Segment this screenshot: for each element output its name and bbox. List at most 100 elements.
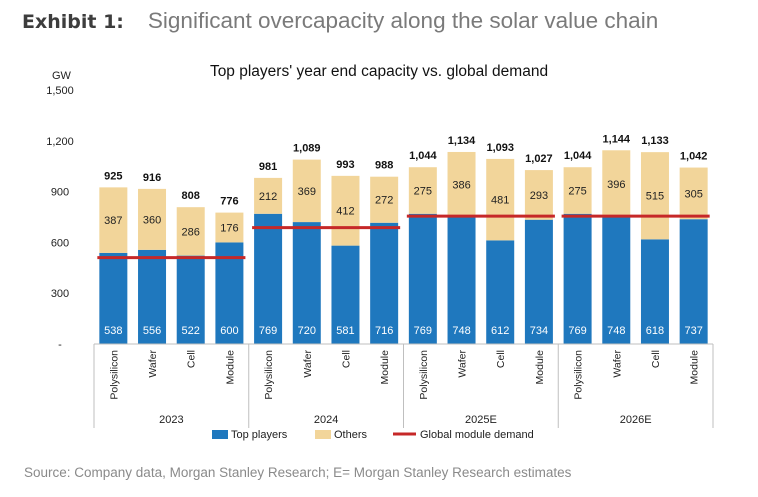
exhibit-header: Exhibit 1: Significant overcapacity along…: [22, 8, 658, 34]
data-label-total: 1,144: [603, 133, 631, 145]
bar-others: [215, 212, 244, 243]
data-label-others: 305: [684, 188, 702, 200]
category-label: Wafer: [147, 350, 159, 378]
data-label-top-players: 769: [414, 325, 432, 337]
data-label-total: 1,133: [641, 135, 669, 147]
data-label-others: 275: [414, 185, 432, 197]
data-label-total: 916: [143, 172, 161, 184]
category-label: Module: [379, 350, 391, 385]
data-label-top-players: 769: [259, 325, 277, 337]
bar-top-players: [563, 213, 592, 344]
group-label: 2026E: [620, 414, 652, 426]
category-label: Polysilicon: [418, 350, 430, 400]
data-label-total: 1,044: [409, 150, 437, 162]
data-label-top-players: 600: [220, 325, 238, 337]
data-label-top-players: 737: [684, 325, 702, 337]
bar-others: [370, 176, 399, 223]
bar-others: [486, 158, 515, 241]
bar-top-players: [370, 222, 399, 344]
bar-top-players: [138, 249, 167, 344]
y-tick-label: 900: [51, 187, 69, 199]
data-label-top-players: 734: [530, 325, 548, 337]
bar-others: [524, 170, 553, 220]
legend-swatch-others: [315, 430, 331, 439]
bar-others: [679, 167, 708, 220]
data-label-others: 387: [104, 215, 122, 227]
data-label-total: 1,027: [525, 153, 553, 165]
bar-top-players: [679, 219, 708, 344]
bar-top-players: [602, 217, 631, 344]
bar-top-players: [640, 239, 669, 344]
legend-label-others: Others: [334, 429, 368, 441]
data-label-total: 808: [182, 190, 200, 202]
category-label: Wafer: [302, 350, 314, 378]
y-tick-label: 1,500: [46, 85, 74, 97]
bar-top-players: [99, 252, 128, 344]
data-label-others: 212: [259, 191, 277, 203]
data-label-others: 360: [143, 214, 161, 226]
bar-others: [447, 151, 476, 218]
bar-others: [254, 177, 283, 214]
category-label: Cell: [186, 350, 198, 368]
chart-title: Top players' year end capacity vs. globa…: [209, 63, 549, 80]
bar-top-players: [524, 219, 553, 344]
bar-others: [602, 150, 631, 218]
y-tick-label: -: [58, 339, 62, 351]
data-label-others: 369: [298, 186, 316, 198]
data-label-top-players: 538: [104, 325, 122, 337]
exhibit-label: Exhibit 1:: [22, 11, 124, 33]
bar-top-players: [292, 222, 321, 344]
exhibit-title: Significant overcapacity along the solar…: [147, 8, 659, 33]
category-label: Cell: [340, 350, 352, 368]
data-label-top-players: 522: [182, 325, 200, 337]
data-label-others: 176: [220, 222, 238, 234]
bar-top-players: [447, 217, 476, 344]
data-label-others: 275: [568, 185, 586, 197]
data-label-top-players: 748: [607, 325, 625, 337]
data-label-others: 272: [375, 195, 393, 207]
legend-label-top-players: Top players: [231, 429, 288, 441]
data-label-others: 286: [182, 226, 200, 238]
group-label: 2023: [159, 414, 183, 426]
category-label: Polysilicon: [108, 350, 120, 400]
data-label-top-players: 612: [491, 325, 509, 337]
data-label-others: 396: [607, 179, 625, 191]
data-label-total: 925: [104, 170, 122, 182]
category-label: Cell: [650, 350, 662, 368]
data-label-top-players: 716: [375, 325, 393, 337]
legend-swatch-top-players: [212, 430, 228, 439]
category-label: Wafer: [457, 350, 469, 378]
legend-label-global-demand: Global module demand: [420, 429, 534, 441]
bar-others: [331, 175, 360, 246]
data-label-total: 1,042: [680, 151, 708, 163]
y-tick-label: 1,200: [46, 136, 74, 148]
group-label: 2024: [314, 414, 338, 426]
data-label-top-players: 581: [336, 325, 354, 337]
data-label-top-players: 556: [143, 325, 161, 337]
bar-top-players: [254, 213, 283, 344]
data-label-top-players: 618: [646, 325, 664, 337]
data-label-total: 981: [259, 161, 277, 173]
bar-top-players: [331, 245, 360, 344]
bar-others: [292, 159, 321, 223]
source-note: Source: Company data, Morgan Stanley Res…: [24, 465, 572, 480]
category-label: Module: [224, 350, 236, 385]
data-label-top-players: 748: [452, 325, 470, 337]
data-label-total: 1,044: [564, 150, 592, 162]
bar-others: [138, 188, 167, 250]
category-label: Polysilicon: [263, 350, 275, 400]
bar-top-players: [408, 213, 437, 344]
category-label: Module: [534, 350, 546, 385]
bar-others: [408, 167, 437, 214]
y-axis-label: GW: [52, 70, 72, 82]
bar-top-players: [486, 240, 515, 344]
data-label-total: 1,093: [486, 142, 514, 154]
data-label-others: 293: [530, 190, 548, 202]
bar-others: [563, 167, 592, 214]
data-label-total: 1,089: [293, 143, 321, 155]
y-tick-label: 600: [51, 237, 69, 249]
data-label-others: 412: [336, 206, 354, 218]
group-label: 2025E: [465, 414, 497, 426]
data-label-others: 515: [646, 191, 664, 203]
data-label-others: 386: [452, 180, 470, 192]
